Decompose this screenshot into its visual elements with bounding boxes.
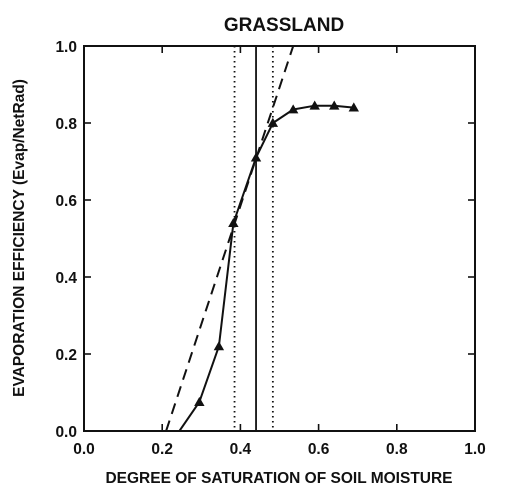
y-tick-label: 0.4 (55, 270, 77, 287)
triangle-marker (267, 117, 279, 127)
series-line-triangles (178, 104, 354, 431)
y-tick-label: 0.8 (55, 116, 77, 133)
triangle-marker (228, 217, 239, 227)
plot-frame (83, 45, 476, 432)
triangle-marker (194, 396, 205, 407)
x-tick-label: 0.8 (386, 441, 408, 458)
triangle-marker (309, 100, 320, 110)
y-tick-label: 0.2 (55, 347, 77, 364)
plot-area: 0.0 0.2 0.4 0.6 0.8 1.0 0.0 0.2 0.4 0.6 0.8 1.0 (55, 39, 485, 458)
y-tick-label: 1.0 (55, 39, 77, 56)
x-tick-label: 0.0 (73, 441, 95, 458)
triangle-marker (213, 341, 225, 351)
y-axis-label: EVAPORATION EFFICIENCY (Evap/NetRad) (11, 79, 28, 397)
triangle-marker (329, 100, 340, 110)
y-tick-label: 0.6 (55, 193, 77, 210)
x-tick-label: 0.6 (308, 441, 330, 458)
series-line-dashed (165, 46, 295, 431)
x-axis-label: DEGREE OF SATURATION OF SOIL MOISTURE (105, 470, 452, 487)
x-tick-label: 0.2 (151, 441, 173, 458)
y-tick-label: 0.0 (55, 424, 77, 441)
chart-title: GRASSLAND (224, 15, 344, 36)
x-tick-label: 0.4 (230, 441, 252, 458)
triangle-marker (348, 102, 359, 112)
x-tick-label: 1.0 (464, 441, 486, 458)
triangle-marker (287, 104, 299, 114)
